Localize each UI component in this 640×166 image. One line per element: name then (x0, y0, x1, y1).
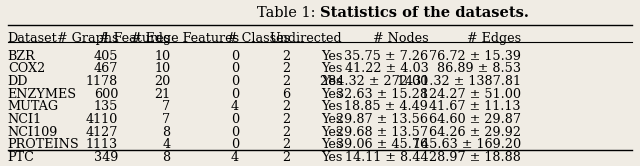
Text: 18.85 ± 4.49: 18.85 ± 4.49 (344, 100, 428, 113)
Text: ENZYMES: ENZYMES (8, 88, 77, 101)
Text: Undirected: Undirected (269, 32, 342, 45)
Text: Statistics of the datasets.: Statistics of the datasets. (320, 6, 529, 20)
Text: 64.26 ± 29.92: 64.26 ± 29.92 (429, 126, 521, 139)
Text: 8: 8 (162, 126, 170, 139)
Text: 41.22 ± 4.03: 41.22 ± 4.03 (344, 62, 428, 76)
Text: Yes: Yes (321, 88, 342, 101)
Text: 7: 7 (162, 113, 170, 126)
Text: 349: 349 (93, 151, 118, 164)
Text: 2: 2 (282, 151, 290, 164)
Text: DD: DD (8, 75, 28, 88)
Text: 10: 10 (154, 62, 170, 76)
Text: 10: 10 (154, 50, 170, 63)
Text: BZR: BZR (8, 50, 35, 63)
Text: 135: 135 (93, 100, 118, 113)
Text: 0: 0 (231, 75, 239, 88)
Text: 0: 0 (231, 126, 239, 139)
Text: 7: 7 (162, 100, 170, 113)
Text: 6: 6 (282, 88, 290, 101)
Text: 405: 405 (93, 50, 118, 63)
Text: 124.27 ± 51.00: 124.27 ± 51.00 (420, 88, 521, 101)
Text: 145.63 ± 169.20: 145.63 ± 169.20 (413, 138, 521, 151)
Text: 2: 2 (282, 100, 290, 113)
Text: MUTAG: MUTAG (8, 100, 59, 113)
Text: 2: 2 (282, 138, 290, 151)
Text: # Nodes: # Nodes (372, 32, 428, 45)
Text: 29.87 ± 13.56: 29.87 ± 13.56 (337, 113, 428, 126)
Text: 0: 0 (231, 138, 239, 151)
Text: NCI109: NCI109 (8, 126, 58, 139)
Text: COX2: COX2 (8, 62, 45, 76)
Text: # Graphs: # Graphs (56, 32, 118, 45)
Text: 28.97 ± 18.88: 28.97 ± 18.88 (429, 151, 521, 164)
Text: 86.89 ± 8.53: 86.89 ± 8.53 (436, 62, 521, 76)
Text: 1113: 1113 (86, 138, 118, 151)
Text: Yes: Yes (321, 138, 342, 151)
Text: # Edges: # Edges (467, 32, 521, 45)
Text: 14.11 ± 8.44: 14.11 ± 8.44 (345, 151, 428, 164)
Text: 0: 0 (231, 62, 239, 76)
Text: Yes: Yes (321, 100, 342, 113)
Text: 35.75 ± 7.26: 35.75 ± 7.26 (344, 50, 428, 63)
Text: 2: 2 (282, 50, 290, 63)
Text: 2: 2 (282, 113, 290, 126)
Text: 21: 21 (154, 88, 170, 101)
Text: 4127: 4127 (86, 126, 118, 139)
Text: 1431.32 ± 1387.81: 1431.32 ± 1387.81 (397, 75, 521, 88)
Text: 4: 4 (231, 151, 239, 164)
Text: 64.60 ± 29.87: 64.60 ± 29.87 (429, 113, 521, 126)
Text: 2: 2 (282, 62, 290, 76)
Text: # Features: # Features (99, 32, 170, 45)
Text: Yes: Yes (321, 113, 342, 126)
Text: NCI1: NCI1 (8, 113, 42, 126)
Text: 467: 467 (93, 62, 118, 76)
Text: 39.06 ± 45.76: 39.06 ± 45.76 (336, 138, 428, 151)
Text: PTC: PTC (8, 151, 35, 164)
Text: 41.67 ± 11.13: 41.67 ± 11.13 (429, 100, 521, 113)
Text: 20: 20 (154, 75, 170, 88)
Text: 284.32 ± 272.00: 284.32 ± 272.00 (320, 75, 428, 88)
Text: Yes: Yes (321, 151, 342, 164)
Text: 1178: 1178 (86, 75, 118, 88)
Text: 2: 2 (282, 126, 290, 139)
Text: 600: 600 (93, 88, 118, 101)
Text: 29.68 ± 13.57: 29.68 ± 13.57 (337, 126, 428, 139)
Text: 32.63 ± 15.28: 32.63 ± 15.28 (337, 88, 428, 101)
Text: 76.72 ± 15.39: 76.72 ± 15.39 (429, 50, 521, 63)
Text: Yes: Yes (321, 75, 342, 88)
Text: 0: 0 (231, 88, 239, 101)
Text: 8: 8 (162, 151, 170, 164)
Text: # Classes: # Classes (227, 32, 290, 45)
Text: 4: 4 (162, 138, 170, 151)
Text: Yes: Yes (321, 62, 342, 76)
Text: 4: 4 (231, 100, 239, 113)
Text: 2: 2 (282, 75, 290, 88)
Text: 0: 0 (231, 50, 239, 63)
Text: Yes: Yes (321, 50, 342, 63)
Text: # Edge Features: # Edge Features (131, 32, 239, 45)
Text: Dataset: Dataset (8, 32, 58, 45)
Text: Yes: Yes (321, 126, 342, 139)
Text: 4110: 4110 (86, 113, 118, 126)
Text: Table 1:: Table 1: (257, 6, 320, 20)
Text: 0: 0 (231, 113, 239, 126)
Text: PROTEINS: PROTEINS (8, 138, 79, 151)
